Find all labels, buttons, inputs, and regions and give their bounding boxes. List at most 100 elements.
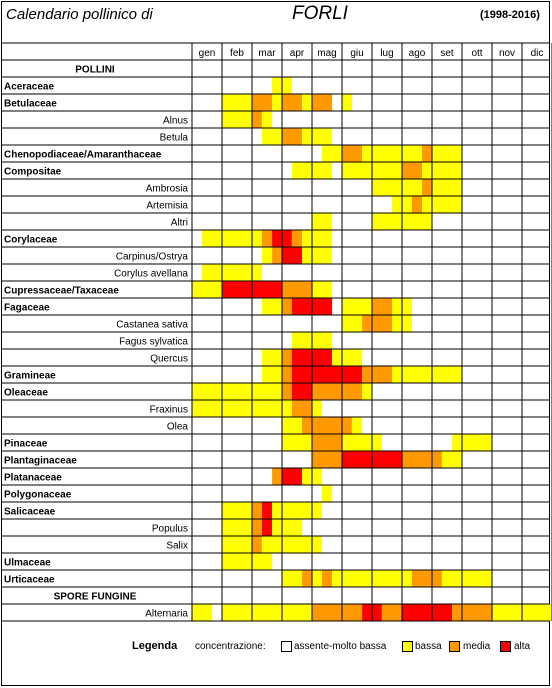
heat-cell-32-2	[312, 604, 363, 621]
heat-cell-6-5	[432, 162, 462, 179]
family-label-26: Salicaceae	[4, 507, 56, 518]
heat-cell-4-1	[282, 128, 303, 145]
heat-cell-15-1	[362, 315, 393, 332]
family-label-30: Urticaceae	[4, 575, 55, 586]
heat-cell-30-0	[282, 570, 303, 587]
heat-cell-32-0	[192, 604, 213, 621]
heat-cell-11-0	[261, 247, 273, 264]
month-label-mar: mar	[258, 48, 276, 59]
year-range: (1998-2016)	[480, 9, 540, 21]
heat-cell-10-0	[201, 230, 262, 247]
heat-cell-23-3	[441, 451, 462, 468]
heat-cell-3-1	[252, 111, 262, 128]
species-label-12: Corylus avellana	[114, 269, 188, 280]
family-label-23: Plantaginaceae	[4, 456, 77, 467]
heat-cell-13-3	[312, 281, 333, 298]
species-label-11: Carpinus/Ostrya	[116, 252, 189, 263]
heat-cell-21-1	[302, 417, 352, 434]
family-label-19: Oleaceae	[4, 388, 48, 399]
heat-cell-2-3	[282, 94, 303, 111]
month-label-nov: nov	[499, 48, 515, 59]
month-label-set: set	[440, 48, 454, 59]
heat-cell-7-1	[422, 179, 432, 196]
heat-cell-2-0	[222, 94, 252, 111]
heat-cell-14-3	[342, 298, 372, 315]
heat-cell-6-1	[342, 162, 372, 179]
heat-cell-17-1	[282, 349, 292, 366]
heat-cell-13-0	[192, 281, 222, 298]
heat-cell-30-1	[302, 570, 312, 587]
legend-swatch-medium	[449, 641, 460, 652]
family-label-13: Cupressaceae/Taxaceae	[4, 286, 119, 297]
species-label-15: Castanea sativa	[116, 320, 188, 331]
heat-cell-21-2	[351, 417, 363, 434]
heat-cell-30-3	[321, 570, 333, 587]
family-label-6: Compositae	[4, 167, 62, 178]
heat-cell-18-0	[261, 366, 282, 383]
family-label-14: Fagaceae	[4, 303, 50, 314]
heat-cell-11-2	[282, 247, 303, 264]
heat-cell-5-1	[342, 145, 363, 162]
family-label-29: Ulmaceae	[4, 558, 51, 569]
legend-swatch-high	[500, 641, 511, 652]
heat-cell-18-4	[392, 366, 462, 383]
heat-cell-5-2	[362, 145, 423, 162]
heat-cell-5-4	[432, 145, 462, 162]
heat-cell-26-2	[261, 502, 273, 519]
heat-cell-22-1	[312, 434, 342, 451]
heat-cell-27-1	[252, 519, 262, 536]
heat-cell-32-4	[381, 604, 402, 621]
heat-cell-27-3	[272, 519, 303, 536]
month-label-ott: ott	[471, 48, 482, 59]
month-label-giu: giu	[350, 48, 363, 59]
heat-cell-2-4	[302, 94, 312, 111]
heat-cell-10-3	[291, 230, 303, 247]
heat-cell-28-1	[252, 536, 262, 553]
legend-label: concentrazione:	[195, 641, 266, 652]
heat-cell-7-0	[372, 179, 423, 196]
heat-cell-6-4	[422, 162, 432, 179]
heat-cell-28-2	[261, 536, 322, 553]
heat-cell-19-1	[282, 383, 292, 400]
heat-cell-19-0	[192, 383, 282, 400]
heat-cell-26-3	[272, 502, 322, 519]
family-label-5: Chenopodiaceae/Amaranthaceae	[4, 150, 162, 161]
heat-cell-11-1	[272, 247, 282, 264]
month-label-lug: lug	[380, 48, 393, 59]
heat-cell-18-1	[282, 366, 292, 383]
heat-cell-3-0	[222, 111, 252, 128]
heat-cell-9-0	[312, 213, 333, 230]
heat-cell-8-1	[411, 196, 423, 213]
species-label-8: Artemisia	[146, 201, 188, 212]
legend-swatch-low	[402, 641, 413, 652]
heat-cell-22-0	[282, 434, 312, 451]
heat-cell-8-2	[422, 196, 462, 213]
family-label-10: Corylaceae	[4, 235, 58, 246]
month-label-apr: apr	[290, 48, 305, 59]
family-label-22: Pinaceae	[4, 439, 48, 450]
heat-cell-7-2	[432, 179, 462, 196]
heat-cell-11-3	[302, 247, 333, 264]
heat-cell-18-2	[291, 366, 363, 383]
heat-cell-27-2	[261, 519, 273, 536]
legend-text-none: assente-molto bassa	[294, 641, 387, 652]
heat-cell-14-4	[372, 298, 393, 315]
heat-cell-17-0	[261, 349, 282, 366]
heat-cell-14-1	[282, 298, 292, 315]
legend-text-low: bassa	[415, 641, 442, 652]
heat-cell-32-6	[452, 604, 492, 621]
month-label-ago: ago	[409, 48, 426, 59]
heat-cell-13-2	[282, 281, 312, 298]
species-label-32: Alternaria	[145, 609, 188, 620]
heat-cell-32-1	[222, 604, 312, 621]
heat-cell-2-6	[342, 94, 352, 111]
heat-cell-23-0	[312, 451, 342, 468]
species-label-9: Altri	[171, 218, 188, 229]
heat-cell-28-0	[222, 536, 252, 553]
heat-cell-17-3	[332, 349, 363, 366]
heat-cell-2-2	[272, 94, 282, 111]
heat-cell-26-0	[222, 502, 252, 519]
month-label-gen: gen	[199, 48, 216, 59]
